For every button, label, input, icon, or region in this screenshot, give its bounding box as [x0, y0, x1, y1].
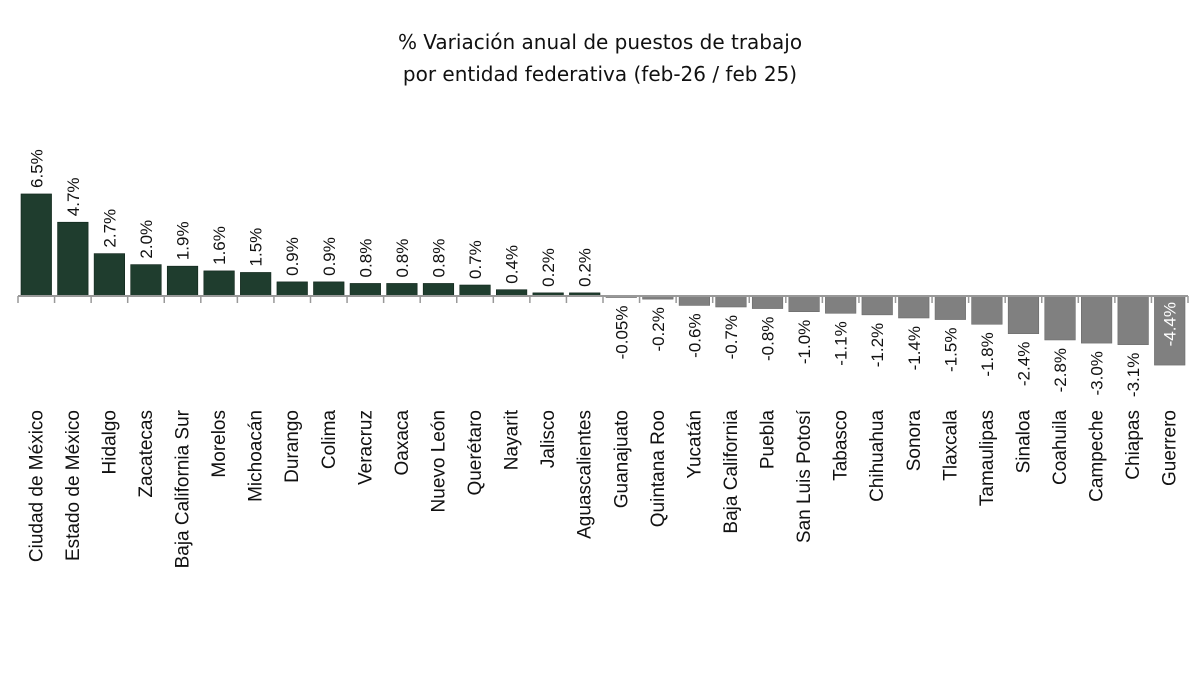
category-label: Tabasco	[831, 410, 852, 481]
data-label: 0.8%	[429, 239, 448, 278]
category-label: Michoacán	[246, 410, 267, 502]
bar	[861, 295, 893, 316]
data-label: 1.6%	[210, 226, 229, 265]
category-label: Chihuahua	[867, 410, 888, 502]
category-label: Guerrero	[1160, 410, 1181, 486]
category-label: Baja California Sur	[173, 409, 194, 568]
data-label: 0.9%	[283, 237, 302, 276]
category-label: Durango	[282, 410, 303, 483]
bar	[459, 284, 491, 297]
bar	[130, 264, 162, 297]
data-label: 2.7%	[100, 209, 119, 248]
chart-title: % Variación anual de puestos de trabajo	[397, 30, 803, 54]
category-label: San Luis Potosí	[794, 409, 815, 543]
category-label: Zacatecas	[136, 410, 157, 498]
data-label: 2.0%	[137, 220, 156, 259]
category-label: Nuevo León	[428, 410, 449, 512]
bar	[825, 295, 857, 314]
bar	[971, 295, 1003, 325]
category-label: Baja California	[721, 410, 742, 534]
data-label: 0.7%	[466, 240, 485, 279]
bar	[166, 265, 199, 297]
category-label: Querétaro	[465, 410, 486, 496]
data-label: -1.0%	[795, 320, 814, 364]
category-label: Colima	[319, 410, 340, 470]
data-label: -0.7%	[722, 315, 741, 359]
data-label: 0.2%	[539, 248, 558, 287]
data-label: 1.5%	[247, 228, 266, 267]
category-label: Oaxaca	[392, 410, 413, 476]
bar	[934, 295, 966, 320]
category-label: Campeche	[1087, 410, 1108, 502]
category-label: Hidalgo	[99, 410, 120, 474]
category-label: Sinaloa	[1013, 410, 1034, 474]
data-label: 4.7%	[64, 177, 83, 216]
category-label: Quintana Roo	[648, 410, 669, 527]
bar	[1117, 295, 1149, 345]
chart-subtitle: por entidad federativa (feb-26 / feb 25)	[402, 62, 798, 86]
bar	[349, 283, 381, 297]
bar	[1154, 295, 1186, 366]
data-label: -2.8%	[1051, 348, 1070, 392]
bar	[386, 283, 418, 297]
bar	[788, 295, 820, 312]
data-label: -0.8%	[759, 317, 778, 361]
bar	[898, 295, 930, 319]
category-label: Veracruz	[355, 410, 376, 485]
bar	[1081, 295, 1113, 344]
category-label: Tlaxcala	[940, 410, 961, 481]
data-label: 0.8%	[356, 239, 375, 278]
data-label: 0.8%	[393, 239, 412, 278]
data-label: -1.1%	[832, 321, 851, 365]
bar	[715, 295, 747, 308]
data-label: -4.4%	[1161, 302, 1180, 346]
data-label: -0.6%	[685, 313, 704, 357]
bar	[313, 281, 345, 297]
bar	[240, 272, 272, 297]
data-label: -1.2%	[868, 323, 887, 367]
data-label: -3.0%	[1088, 351, 1107, 395]
category-label: Puebla	[758, 410, 779, 470]
data-label: -2.4%	[1014, 342, 1033, 386]
data-label: -0.05%	[612, 306, 631, 360]
bar	[203, 270, 235, 297]
data-label: -1.4%	[905, 326, 924, 370]
bar	[678, 295, 710, 306]
data-label: -1.8%	[978, 332, 997, 376]
data-label: 0.9%	[320, 237, 339, 276]
category-label: Guanajuato	[611, 410, 632, 508]
data-label: 6.5%	[27, 149, 46, 188]
data-label: 0.4%	[503, 245, 522, 284]
data-label: 1.9%	[174, 221, 193, 260]
category-label: Tamaulipas	[977, 410, 998, 506]
category-label: Jalisco	[538, 410, 559, 468]
bar	[276, 281, 308, 297]
category-label: Coahuila	[1050, 410, 1071, 485]
bar	[422, 283, 455, 297]
data-label: -3.1%	[1124, 353, 1143, 397]
category-label: Aguascalientes	[575, 410, 596, 539]
bar	[751, 295, 784, 309]
bar	[57, 221, 89, 297]
bar	[93, 253, 125, 297]
category-label: Yucatán	[684, 410, 705, 479]
bar	[1044, 295, 1076, 341]
data-label: -1.5%	[941, 328, 960, 372]
category-label: Nayarit	[502, 409, 523, 470]
bar	[20, 193, 52, 297]
category-label: Chiapas	[1123, 410, 1144, 480]
category-label: Estado de México	[63, 410, 84, 561]
data-label: -0.2%	[649, 307, 668, 351]
bar	[1007, 295, 1040, 334]
category-label: Ciudad de México	[26, 410, 47, 562]
data-label: 0.2%	[576, 248, 595, 287]
category-label: Morelos	[209, 410, 230, 478]
category-label: Sonora	[904, 410, 925, 472]
